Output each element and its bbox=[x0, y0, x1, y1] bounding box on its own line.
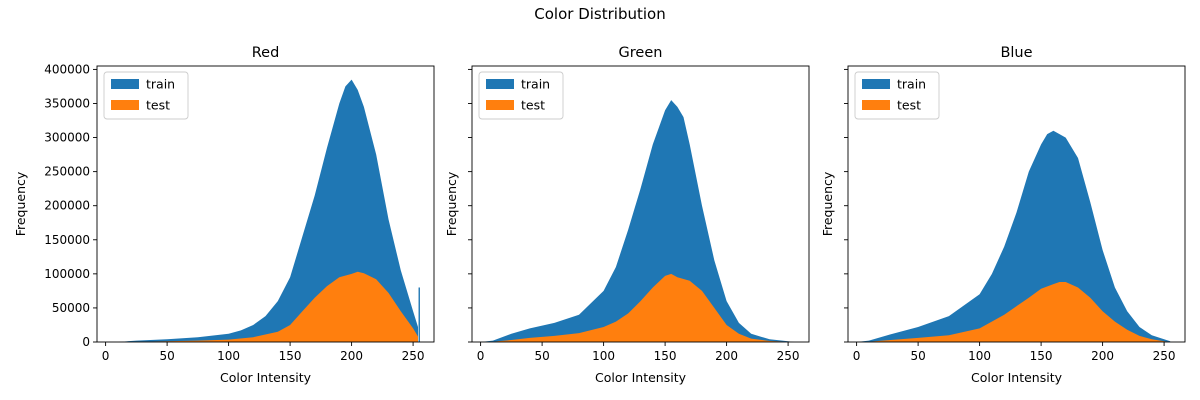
green-y-axis-label: Frequency bbox=[444, 171, 459, 236]
green-legend: train test bbox=[478, 71, 564, 120]
red-x-tick-label-200: 200 bbox=[340, 349, 363, 363]
blue-panel-title: Blue bbox=[1000, 45, 1032, 61]
green-panel-title: Green bbox=[619, 45, 663, 61]
green-x-tick-label-200: 200 bbox=[715, 349, 738, 363]
green-axes-frame bbox=[471, 65, 810, 343]
red-legend-label-test: test bbox=[146, 98, 170, 113]
green-x-tick-label-150: 150 bbox=[654, 349, 677, 363]
green-legend-label-train: train bbox=[521, 77, 550, 92]
red-test-area bbox=[117, 271, 419, 342]
blue-x-tick-label-0: 0 bbox=[853, 349, 861, 363]
red-axes-frame bbox=[96, 65, 435, 343]
green-x-tick-label-100: 100 bbox=[592, 349, 615, 363]
red-x-tick-label-0: 0 bbox=[102, 349, 110, 363]
red-legend-label-train: train bbox=[146, 77, 175, 92]
blue-legend-label-test: test bbox=[897, 98, 921, 113]
red-y-tick-label-300000: 300000 bbox=[44, 131, 90, 145]
red-legend-swatch-test bbox=[111, 100, 139, 110]
red-x-tick-label-250: 250 bbox=[402, 349, 425, 363]
figure-title: Color Distribution bbox=[534, 5, 666, 23]
blue-x-tick-label-200: 200 bbox=[1091, 349, 1114, 363]
red-x-tick-label-150: 150 bbox=[279, 349, 302, 363]
panel-green: 0 50 100 150 200 250 Green Color Intensity Frequ… bbox=[444, 45, 810, 385]
red-x-axis-label: Color Intensity bbox=[220, 370, 312, 385]
blue-axes-frame bbox=[847, 65, 1186, 343]
red-x-tick-label-100: 100 bbox=[217, 349, 240, 363]
blue-legend-swatch-test bbox=[862, 100, 890, 110]
red-legend: train test bbox=[103, 71, 189, 120]
blue-train-area bbox=[856, 130, 1171, 342]
green-legend-swatch-test bbox=[486, 100, 514, 110]
green-x-axis-label: Color Intensity bbox=[595, 370, 687, 385]
red-y-tick-label-150000: 150000 bbox=[44, 233, 90, 247]
red-y-tick-label-0: 0 bbox=[82, 335, 90, 349]
red-x-tick-label-50: 50 bbox=[159, 349, 174, 363]
blue-test-area bbox=[856, 282, 1171, 342]
red-legend-swatch-train bbox=[111, 79, 139, 89]
green-legend-label-test: test bbox=[521, 98, 545, 113]
red-y-tick-label-350000: 350000 bbox=[44, 96, 90, 110]
blue-legend: train test bbox=[854, 71, 940, 120]
panel-red: 0 50 100 150 200 250 0 50000 100000 150000 200000 2… bbox=[13, 45, 435, 385]
panel-blue: 0 50 100 150 200 250 Blue Color Intensity Freque… bbox=[820, 45, 1186, 385]
red-y-tick-label-100000: 100000 bbox=[44, 267, 90, 281]
green-test-area bbox=[480, 273, 795, 342]
blue-legend-swatch-train bbox=[862, 79, 890, 89]
blue-x-tick-label-50: 50 bbox=[910, 349, 925, 363]
red-y-tick-label-200000: 200000 bbox=[44, 199, 90, 213]
red-y-axis-label: Frequency bbox=[13, 171, 28, 236]
red-panel-title: Red bbox=[252, 45, 280, 61]
red-y-tick-label-400000: 400000 bbox=[44, 62, 90, 76]
red-y-tick-label-50000: 50000 bbox=[52, 301, 90, 315]
green-legend-swatch-train bbox=[486, 79, 514, 89]
blue-y-axis-label: Frequency bbox=[820, 171, 835, 236]
blue-x-tick-label-100: 100 bbox=[968, 349, 991, 363]
blue-x-tick-label-250: 250 bbox=[1153, 349, 1176, 363]
green-x-tick-label-250: 250 bbox=[777, 349, 800, 363]
blue-x-tick-label-150: 150 bbox=[1030, 349, 1053, 363]
green-x-tick-label-0: 0 bbox=[477, 349, 485, 363]
blue-x-axis-label: Color Intensity bbox=[971, 370, 1063, 385]
blue-legend-label-train: train bbox=[897, 77, 926, 92]
green-x-tick-label-50: 50 bbox=[534, 349, 549, 363]
green-train-area bbox=[480, 100, 795, 342]
red-y-tick-label-250000: 250000 bbox=[44, 165, 90, 179]
